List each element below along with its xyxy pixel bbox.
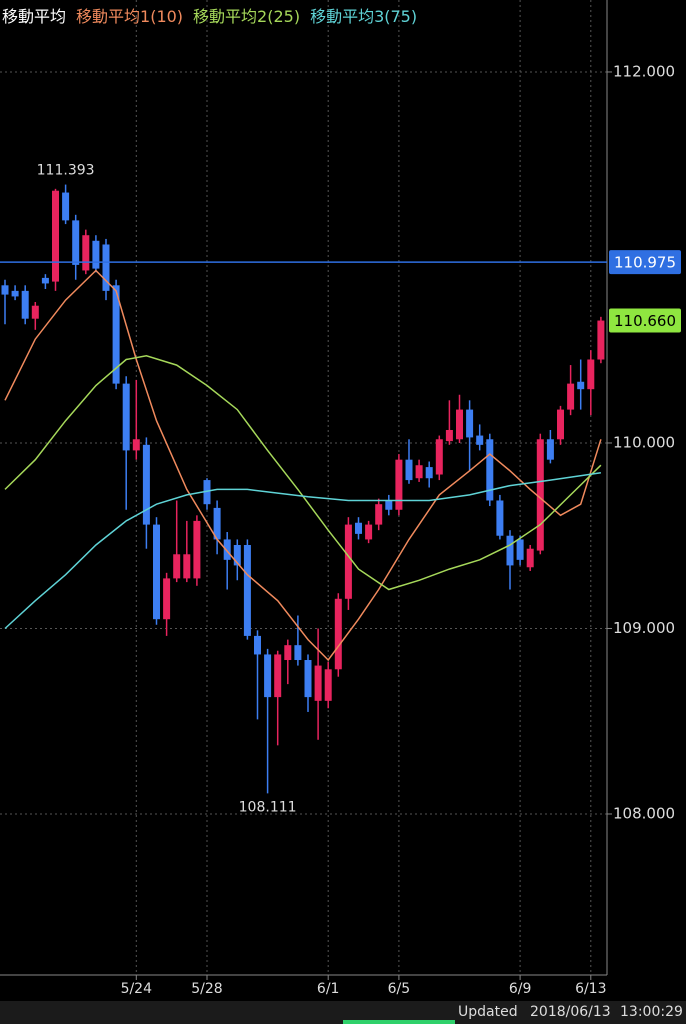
candle-body	[304, 660, 312, 698]
candle-body	[516, 539, 524, 560]
date: 2018/06/13	[530, 1004, 611, 1020]
candle-body	[577, 381, 585, 390]
candle-body	[324, 669, 332, 701]
candle-body	[233, 545, 241, 566]
candle-body	[112, 285, 120, 384]
home-indicator	[343, 1020, 455, 1024]
candle-body	[476, 435, 484, 445]
candle-body	[385, 500, 393, 510]
x-tick-label: 6/1	[317, 981, 340, 997]
candle-body	[526, 548, 534, 568]
candle-body	[365, 524, 373, 540]
price-annotation: 108.111	[239, 799, 297, 815]
legend-title: 移動平均	[2, 7, 67, 26]
price-label: 110.975	[614, 254, 676, 272]
candle-body	[466, 409, 474, 438]
candle-body	[314, 665, 322, 701]
candle-body	[92, 240, 100, 269]
price-box	[609, 308, 681, 333]
candle-body	[264, 654, 272, 698]
candle-body	[31, 305, 39, 319]
legend-entry: 移動平均3(75)	[310, 7, 418, 26]
candle-body	[213, 507, 221, 540]
candle-body	[82, 235, 90, 271]
candle-body	[375, 504, 383, 525]
candle-body	[173, 554, 181, 579]
candle-body	[344, 524, 352, 599]
candle-body	[203, 480, 211, 505]
y-tick-label: 109.000	[613, 619, 675, 637]
candle-body	[536, 439, 544, 551]
candle-body	[567, 383, 575, 410]
ma-line	[4, 471, 602, 630]
candle-body	[334, 598, 342, 670]
ma-line	[4, 269, 602, 662]
candle-body	[546, 439, 554, 460]
candle-body	[163, 578, 171, 620]
x-tick-label: 5/24	[121, 981, 153, 997]
price-label: 110.660	[614, 312, 676, 330]
candle-body	[405, 459, 413, 481]
time: 13:00:29	[620, 1004, 683, 1020]
candle-body	[395, 459, 403, 510]
ma-line	[4, 355, 602, 591]
candle-body	[142, 444, 150, 525]
candle-body	[223, 539, 231, 560]
candle-body	[435, 439, 443, 475]
candle-body	[193, 520, 201, 579]
candle-body	[506, 535, 514, 566]
candle-body	[254, 635, 261, 655]
x-tick-label: 6/13	[575, 981, 606, 997]
candle-body	[355, 522, 362, 534]
candle-body	[21, 290, 29, 319]
x-tick-label: 6/9	[509, 981, 532, 997]
candle-body	[486, 439, 494, 501]
candle-body	[597, 320, 605, 360]
candle-body	[102, 244, 110, 291]
status: Updated	[458, 1004, 518, 1020]
candle-body	[122, 383, 130, 451]
x-tick-label: 6/5	[388, 981, 411, 997]
legend: 移動平均 移動平均1(10) 移動平均2(25) 移動平均3(75)	[2, 3, 417, 27]
candle-body	[243, 545, 251, 636]
legend-entry: 移動平均1(10)	[76, 7, 184, 26]
candle-body	[274, 654, 282, 698]
candle-body	[1, 285, 9, 295]
chart: 108.000 109.000 110.000 112.000 5/24 5/28 6/1 6…	[0, 0, 681, 997]
candle-body	[62, 192, 70, 221]
y-tick-label: 108.000	[613, 804, 675, 822]
candle-body	[425, 467, 433, 479]
candle-body	[153, 524, 160, 620]
candle-body	[587, 359, 595, 390]
candle-body	[72, 220, 80, 265]
candle-body	[456, 409, 463, 440]
candle-body	[132, 439, 140, 451]
price-annotation: 111.393	[37, 163, 95, 179]
candle-body	[183, 554, 191, 579]
legend-entry: 移動平均2(25)	[193, 7, 301, 26]
price-box	[609, 250, 681, 275]
x-tick-label: 5/28	[191, 981, 222, 997]
footer: Updated 2018/06/13 13:00:29	[0, 1001, 686, 1024]
candle-body	[41, 277, 49, 284]
candle-body	[557, 409, 564, 440]
candle-body	[496, 500, 504, 536]
y-tick-label: 112.000	[613, 62, 675, 80]
candle-body	[294, 645, 302, 661]
candle-body	[445, 429, 453, 442]
y-tick-label: 110.000	[613, 433, 675, 451]
candle-body	[415, 465, 423, 479]
candle-body	[52, 190, 59, 282]
candle-body	[11, 290, 19, 297]
candle-body	[284, 645, 292, 661]
